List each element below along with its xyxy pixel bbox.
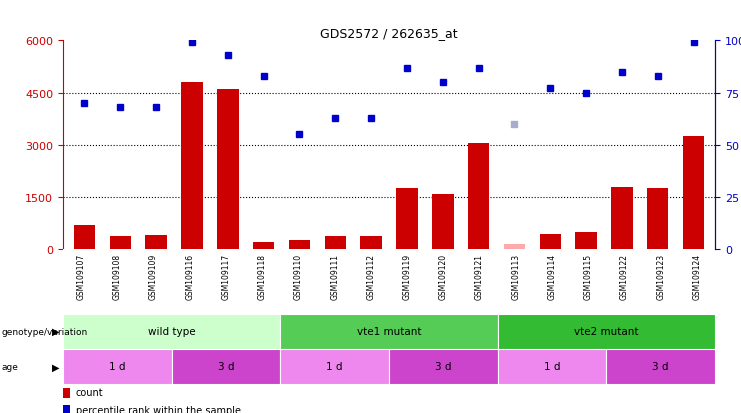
Bar [63,314,280,349]
Text: GSM109112: GSM109112 [366,253,376,299]
Text: ▶: ▶ [52,361,59,372]
Text: GSM109117: GSM109117 [222,253,230,299]
Text: GSM109119: GSM109119 [402,253,412,299]
Text: ▶: ▶ [52,326,59,337]
Bar [217,90,239,250]
Text: 1 d: 1 d [544,361,560,372]
Text: vte2 mutant: vte2 mutant [574,326,639,337]
Bar [63,388,70,398]
Bar [682,137,704,250]
Bar [145,235,167,250]
Bar [110,237,131,250]
Bar [389,349,498,384]
Text: GSM109123: GSM109123 [657,253,665,299]
Bar [498,349,606,384]
Bar [253,242,274,250]
Text: 1 d: 1 d [109,361,125,372]
Bar [280,349,389,384]
Text: GSM109108: GSM109108 [113,253,122,299]
Bar [325,236,346,250]
Bar [647,189,668,250]
Text: GSM109120: GSM109120 [439,253,448,299]
Text: GSM109118: GSM109118 [258,253,267,299]
Text: GSM109109: GSM109109 [149,253,158,299]
Text: GSM109111: GSM109111 [330,253,339,299]
Title: GDS2572 / 262635_at: GDS2572 / 262635_at [320,27,458,40]
Text: GSM109116: GSM109116 [185,253,194,299]
Bar [432,194,453,250]
Bar [539,234,561,250]
Bar [611,188,633,250]
Text: GSM109121: GSM109121 [475,253,484,299]
Bar [182,83,203,250]
Text: GSM109113: GSM109113 [511,253,520,299]
Bar [172,349,280,384]
Bar [63,349,172,384]
Text: GSM109110: GSM109110 [294,253,303,299]
Text: genotype/variation: genotype/variation [1,327,87,336]
Text: GSM109107: GSM109107 [76,253,86,299]
Bar [468,144,489,250]
Text: GSM109115: GSM109115 [584,253,593,299]
Text: 3 d: 3 d [653,361,669,372]
Text: count: count [76,387,104,397]
Bar [63,406,70,413]
Text: age: age [1,362,19,371]
Text: percentile rank within the sample: percentile rank within the sample [76,405,241,413]
Text: 3 d: 3 d [218,361,234,372]
Text: GSM109124: GSM109124 [692,253,702,299]
Text: GSM109114: GSM109114 [548,253,556,299]
Bar [74,225,96,250]
Bar [606,349,715,384]
Bar [396,189,418,250]
Text: 3 d: 3 d [435,361,451,372]
Text: vte1 mutant: vte1 mutant [356,326,422,337]
Bar [575,233,597,250]
Bar [360,237,382,250]
Bar [504,244,525,250]
Text: wild type: wild type [148,326,196,337]
Bar [280,314,498,349]
Text: 1 d: 1 d [327,361,343,372]
Bar [498,314,715,349]
Bar [289,240,310,250]
Text: GSM109122: GSM109122 [620,253,629,299]
